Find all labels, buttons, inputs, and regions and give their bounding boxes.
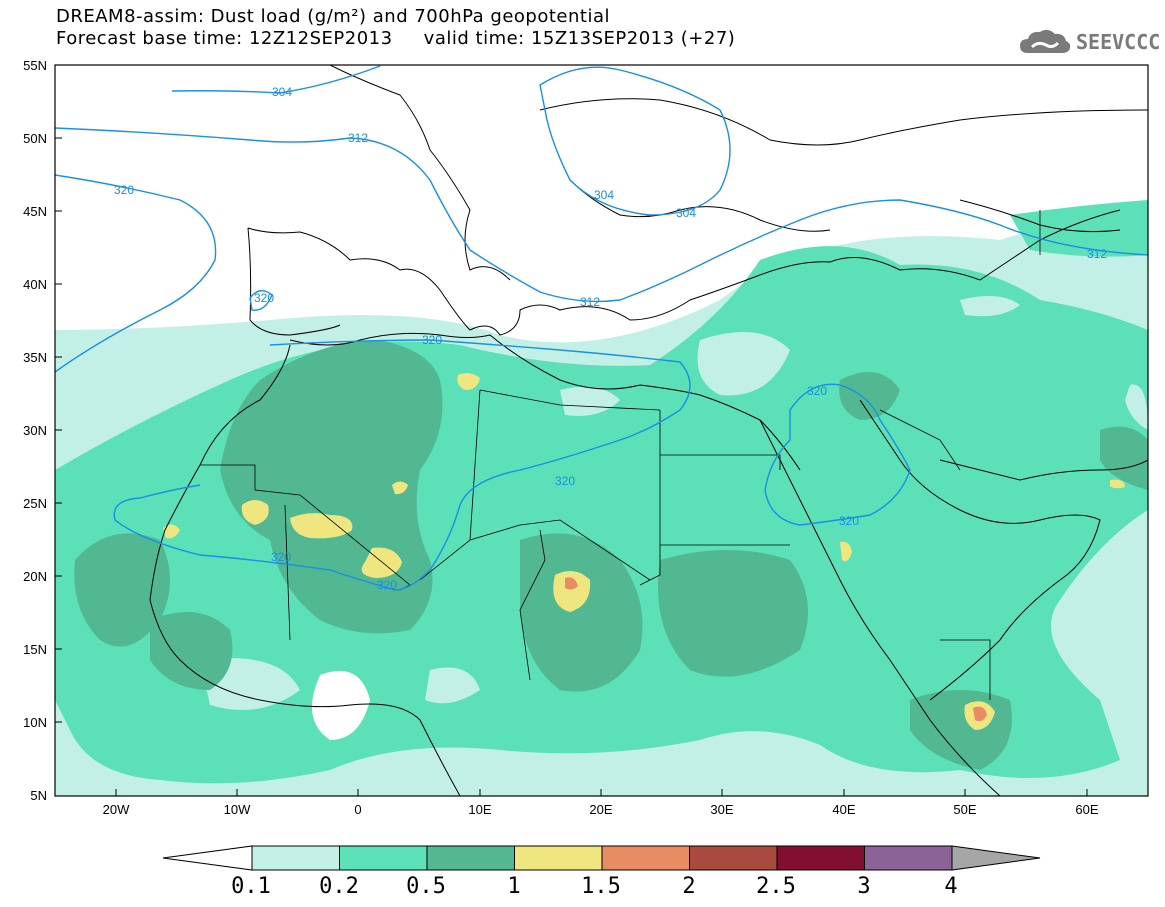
- lon-label: 40E: [832, 802, 855, 817]
- contour-label: 312: [580, 295, 600, 309]
- colorbar-high-arrow: [951, 845, 1041, 871]
- colorbar-tick: 4: [944, 874, 957, 899]
- contour-label: 312: [1087, 247, 1107, 261]
- colorbar-tick: 1: [507, 874, 520, 899]
- map-title: DREAM8-assim: Dust load (g/m²) and 700hP…: [56, 6, 610, 27]
- contour-label: 320: [271, 550, 291, 564]
- cloud-icon: [1020, 29, 1071, 53]
- colorbar-tick: 0.1: [231, 874, 271, 899]
- map-area: 304 312 320 304 304 320 312 320 312 320 …: [55, 65, 1148, 796]
- lat-label: 45N: [23, 204, 47, 219]
- lon-label: 30E: [710, 802, 733, 817]
- colorbar-cell: [339, 845, 428, 871]
- lon-label: 50E: [953, 802, 976, 817]
- colorbar-cell: [776, 845, 865, 871]
- contour-label: 304: [272, 85, 292, 99]
- lat-label: 40N: [23, 277, 47, 292]
- contour-label: 320: [377, 578, 397, 592]
- colorbar-tick: 0.2: [319, 874, 359, 899]
- contour-labels: 304 312 320 304 304 320 312 320 312 320 …: [114, 85, 1107, 592]
- coastlines: [149, 65, 1148, 796]
- colorbar-tick-labels: 0.1 0.2 0.5 1 1.5 2 2.5 3 4: [231, 874, 958, 899]
- contour-label: 320: [422, 333, 442, 347]
- contour-label: 304: [594, 188, 614, 202]
- contour-label: 320: [839, 514, 859, 528]
- forecast-times: Forecast base time: 12Z12SEP2013 valid t…: [56, 28, 736, 49]
- geopotential-contours: [55, 65, 1148, 591]
- axis-ticks: [55, 64, 1088, 796]
- colorbar-cell: [251, 845, 340, 871]
- colorbar-low-arrow: [162, 845, 253, 871]
- colorbar-cell: [514, 845, 603, 871]
- colorbar-cell: [601, 845, 690, 871]
- country-borders: [200, 210, 1041, 700]
- logo-text: SEEVCCC: [1076, 30, 1161, 54]
- lat-label: 50N: [23, 131, 47, 146]
- lat-label: 25N: [23, 496, 47, 511]
- lon-label: 60E: [1075, 802, 1098, 817]
- lat-label: 35N: [23, 350, 47, 365]
- lat-label: 20N: [23, 569, 47, 584]
- contour-label: 320: [254, 291, 274, 305]
- colorbar-tick: 1.5: [581, 874, 621, 899]
- colorbar-cell: [689, 845, 778, 871]
- lon-label: 20W: [103, 802, 130, 817]
- lon-label: 20E: [589, 802, 612, 817]
- latitude-labels: 55N 50N 45N 40N 35N 30N 25N 20N 15N 10N …: [23, 58, 47, 803]
- colorbar-legend: 0.1 0.2 0.5 1 1.5 2 2.5 3 4: [162, 845, 1041, 899]
- lat-label: 10N: [23, 715, 47, 730]
- lat-label: 5N: [30, 788, 47, 803]
- colorbar-tick: 2: [682, 874, 695, 899]
- dust-level-5-fill: [565, 577, 987, 722]
- seevccc-logo: SEEVCCC: [1018, 26, 1160, 58]
- contour-label: 320: [807, 384, 827, 398]
- lat-label: 15N: [23, 642, 47, 657]
- contour-label: 320: [114, 183, 134, 197]
- colorbar-cell: [864, 845, 953, 871]
- colorbar-tick: 2.5: [756, 874, 796, 899]
- contour-label: 312: [348, 131, 368, 145]
- colorbar-tick: 3: [857, 874, 870, 899]
- contour-label: 320: [555, 474, 575, 488]
- lon-label: 10W: [224, 802, 251, 817]
- colorbar-tick: 0.5: [406, 874, 446, 899]
- colorbar-cell: [426, 845, 515, 871]
- lon-label: 10E: [468, 802, 491, 817]
- contour-label: 304: [676, 206, 696, 220]
- colorbar-cells: [251, 845, 953, 871]
- longitude-labels: 20W 10W 0 10E 20E 30E 40E 50E 60E: [103, 802, 1099, 817]
- dust-level-1-patches: [200, 296, 1148, 710]
- lat-label: 30N: [23, 423, 47, 438]
- lon-label: 0: [354, 802, 361, 817]
- lat-label: 55N: [23, 58, 47, 73]
